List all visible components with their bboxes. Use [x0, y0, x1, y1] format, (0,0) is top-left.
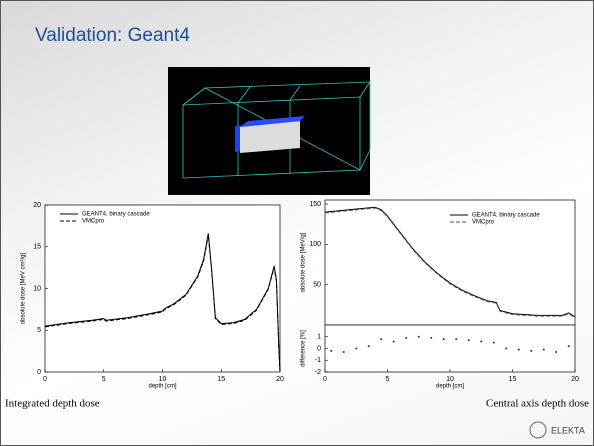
x-tick-label: 5 — [386, 376, 390, 383]
point — [393, 340, 395, 342]
y-axis-label: absolute dose [MeV cm²/g] — [21, 252, 27, 324]
plot-frame — [45, 205, 280, 372]
point — [555, 351, 557, 353]
logo-text: ELEKTA — [551, 425, 585, 435]
x-tick-label: 5 — [102, 376, 106, 383]
point — [480, 340, 482, 342]
x-tick-label: 15 — [509, 376, 517, 383]
y-tick-label: -1 — [315, 357, 321, 364]
point — [405, 337, 407, 339]
plot-frame — [325, 325, 575, 372]
x-axis-label: depth [cm] — [436, 384, 464, 390]
geometry-image — [168, 67, 370, 195]
point — [518, 349, 520, 351]
point — [493, 342, 495, 344]
point — [468, 339, 470, 341]
x-tick-label: 0 — [43, 376, 47, 383]
x-tick-label: 20 — [276, 376, 284, 383]
logo: ELEKTA — [530, 422, 585, 438]
x-tick-label: 10 — [446, 376, 454, 383]
y-tick-label: 0 — [37, 369, 41, 376]
point — [330, 350, 332, 352]
point — [543, 349, 545, 351]
x-tick-label: 10 — [159, 376, 167, 383]
slide-canvas: Validation: Geant4 Integrated depth dose… — [0, 0, 594, 446]
y-tick-label: 50 — [313, 282, 321, 289]
y-tick-label: 1 — [317, 334, 321, 341]
point — [418, 336, 420, 338]
slide-title: Validation: Geant4 — [35, 25, 190, 46]
y-tick-label: 150 — [309, 201, 321, 208]
point — [530, 350, 532, 352]
y-tick-label: 5 — [37, 327, 41, 334]
legend-label: VMCpro — [82, 219, 105, 225]
y-axis-label: absolute dose [MeV/g] — [301, 232, 307, 292]
legend-label: GEANT4, binary cascade — [82, 212, 150, 218]
y-tick-label: -2 — [315, 369, 321, 376]
point — [505, 348, 507, 350]
legend-label: GEANT4, binary cascade — [472, 213, 540, 219]
plot-frame — [325, 200, 575, 325]
y-tick-label: 15 — [33, 244, 41, 251]
x-axis-label: depth [cm] — [148, 384, 176, 390]
x-tick-label: 20 — [571, 376, 579, 383]
y-tick-label: 10 — [33, 285, 41, 292]
point — [355, 348, 357, 350]
y-axis-label: difference [%] — [301, 330, 307, 367]
point — [568, 345, 570, 347]
point — [443, 338, 445, 340]
point — [430, 337, 432, 339]
y-tick-label: 20 — [33, 202, 41, 209]
y-tick-label: 0 — [317, 345, 321, 352]
point — [380, 338, 382, 340]
point — [368, 345, 370, 347]
caption: Integrated depth dose — [5, 398, 100, 410]
slide: Validation: Geant4 Integrated depth dose… — [0, 0, 594, 446]
y-tick-label: 100 — [309, 241, 321, 248]
point — [455, 338, 457, 340]
x-tick-label: 15 — [217, 376, 225, 383]
caption: Central axis depth dose — [486, 398, 589, 410]
x-tick-label: 0 — [323, 376, 327, 383]
point — [343, 351, 345, 353]
legend-label: VMCpro — [472, 220, 495, 226]
